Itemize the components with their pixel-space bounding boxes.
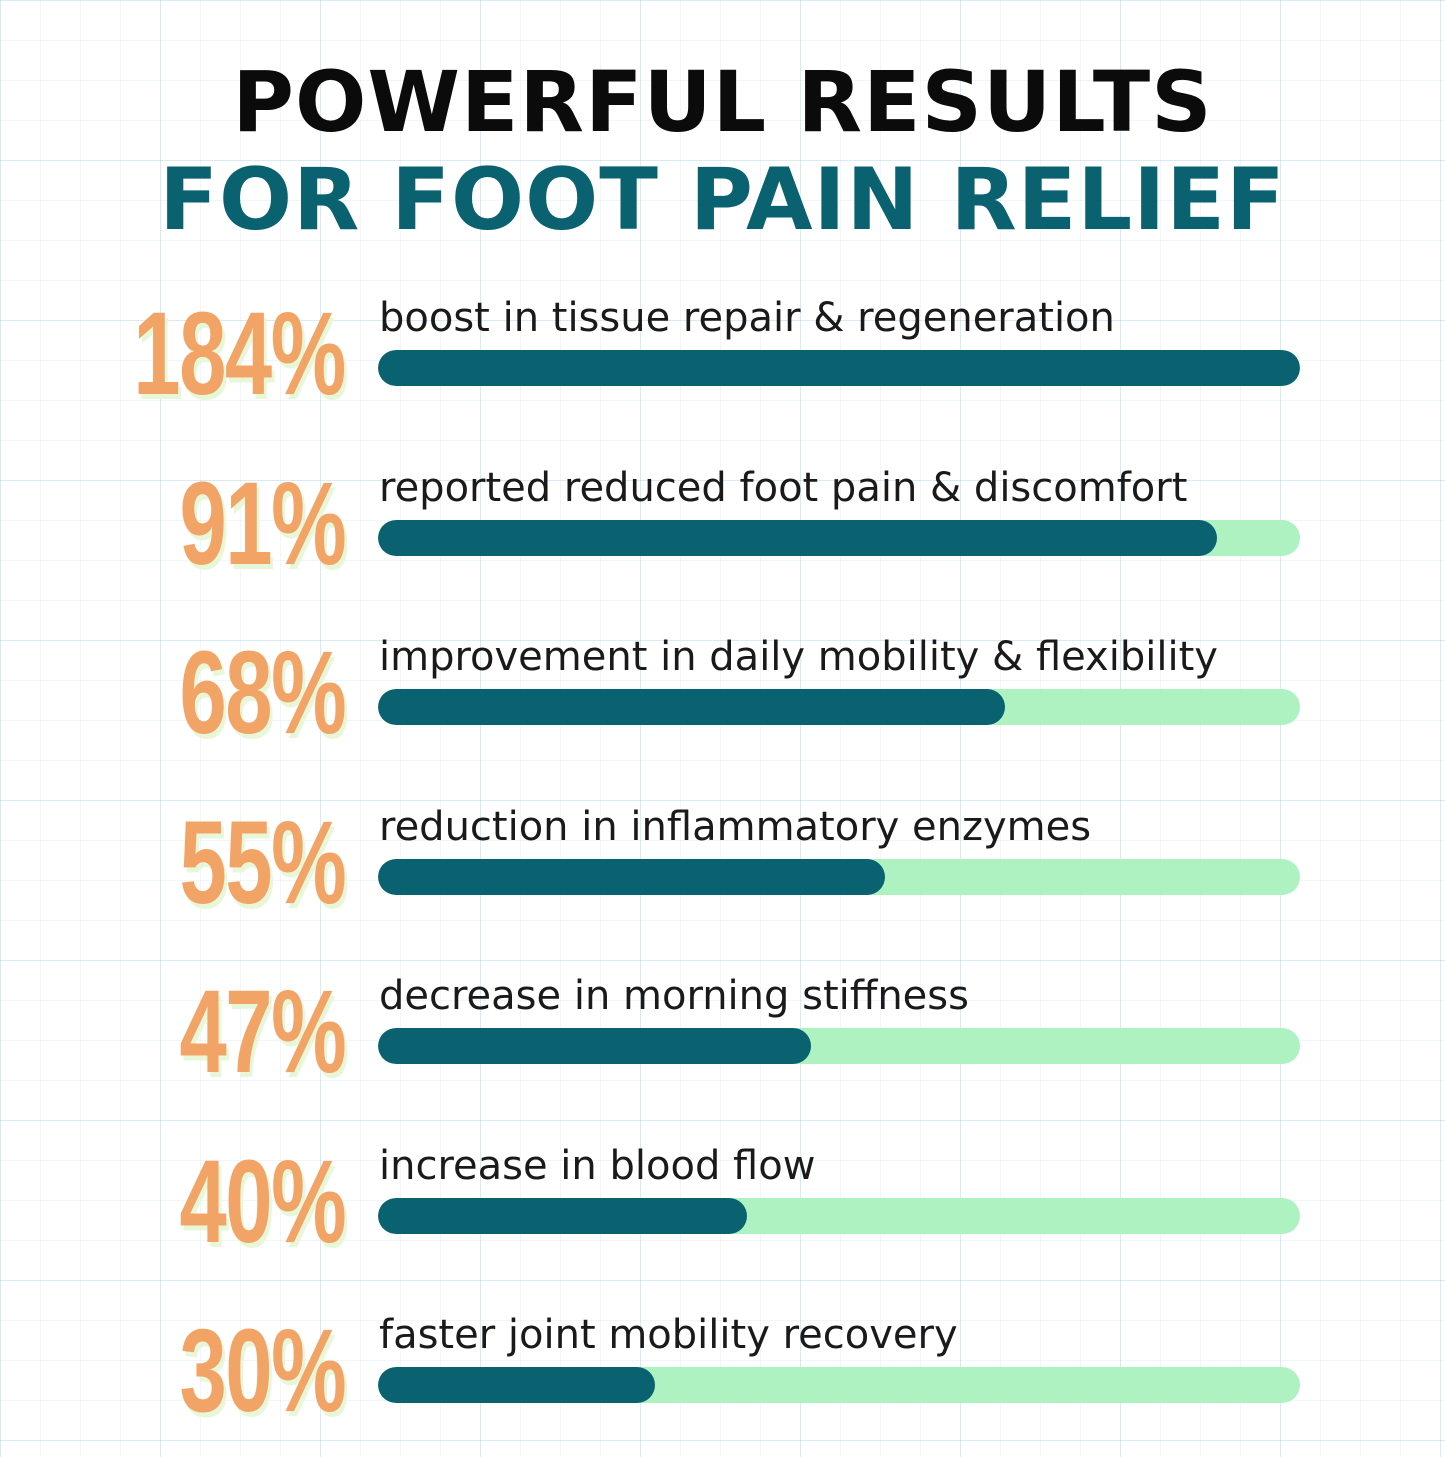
stat-description: faster joint mobility recovery <box>379 1312 958 1358</box>
stat-percent: 91% <box>179 457 346 590</box>
title-line-1: POWERFUL RESULTS <box>232 53 1213 151</box>
stat-row: 68% improvement in daily mobility & flexi… <box>0 629 1445 779</box>
progress-track <box>378 350 1300 386</box>
stat-row: 47% decrease in morning stiffness <box>0 968 1445 1118</box>
stat-row: 40% increase in blood flow <box>0 1138 1445 1288</box>
stat-percent: 184% <box>133 288 346 420</box>
stat-description: decrease in morning stiffness <box>379 973 969 1019</box>
progress-track <box>378 858 1300 895</box>
progress-track <box>378 1028 1300 1064</box>
stat-percent: 40% <box>179 1135 346 1268</box>
stat-row: 30% faster joint mobility recovery <box>0 1307 1445 1457</box>
stat-percent: 47% <box>179 966 346 1098</box>
progress-fill <box>378 858 885 895</box>
stat-percent: 68% <box>179 627 346 759</box>
progress-fill <box>378 1197 747 1234</box>
progress-fill <box>378 1028 811 1064</box>
progress-track <box>378 1197 1300 1234</box>
stat-description: reduction in inflammatory enzymes <box>379 803 1092 850</box>
progress-fill <box>378 689 1005 725</box>
stat-row: 55% reduction in inflammatory enzymes <box>0 799 1445 949</box>
progress-fill <box>378 350 1300 386</box>
stat-description: improvement in daily mobility & flexibil… <box>379 634 1218 680</box>
stat-description: reported reduced foot pain & discomfort <box>379 464 1188 511</box>
stat-percent: 30% <box>179 1305 346 1437</box>
stat-row: 184% boost in tissue repair & regeneratio… <box>0 290 1445 440</box>
stat-row: 91% reported reduced foot pain & discomfo… <box>0 460 1445 610</box>
stat-description: increase in blood flow <box>379 1142 816 1189</box>
stat-description: boost in tissue repair & regeneration <box>379 295 1115 341</box>
title-line-2: FOR FOOT PAIN RELIEF <box>159 150 1286 250</box>
progress-fill <box>378 1367 655 1403</box>
progress-track <box>378 519 1300 556</box>
progress-fill <box>378 519 1217 556</box>
stat-percent: 55% <box>179 796 346 929</box>
progress-track <box>378 1367 1300 1403</box>
progress-track <box>378 689 1300 725</box>
